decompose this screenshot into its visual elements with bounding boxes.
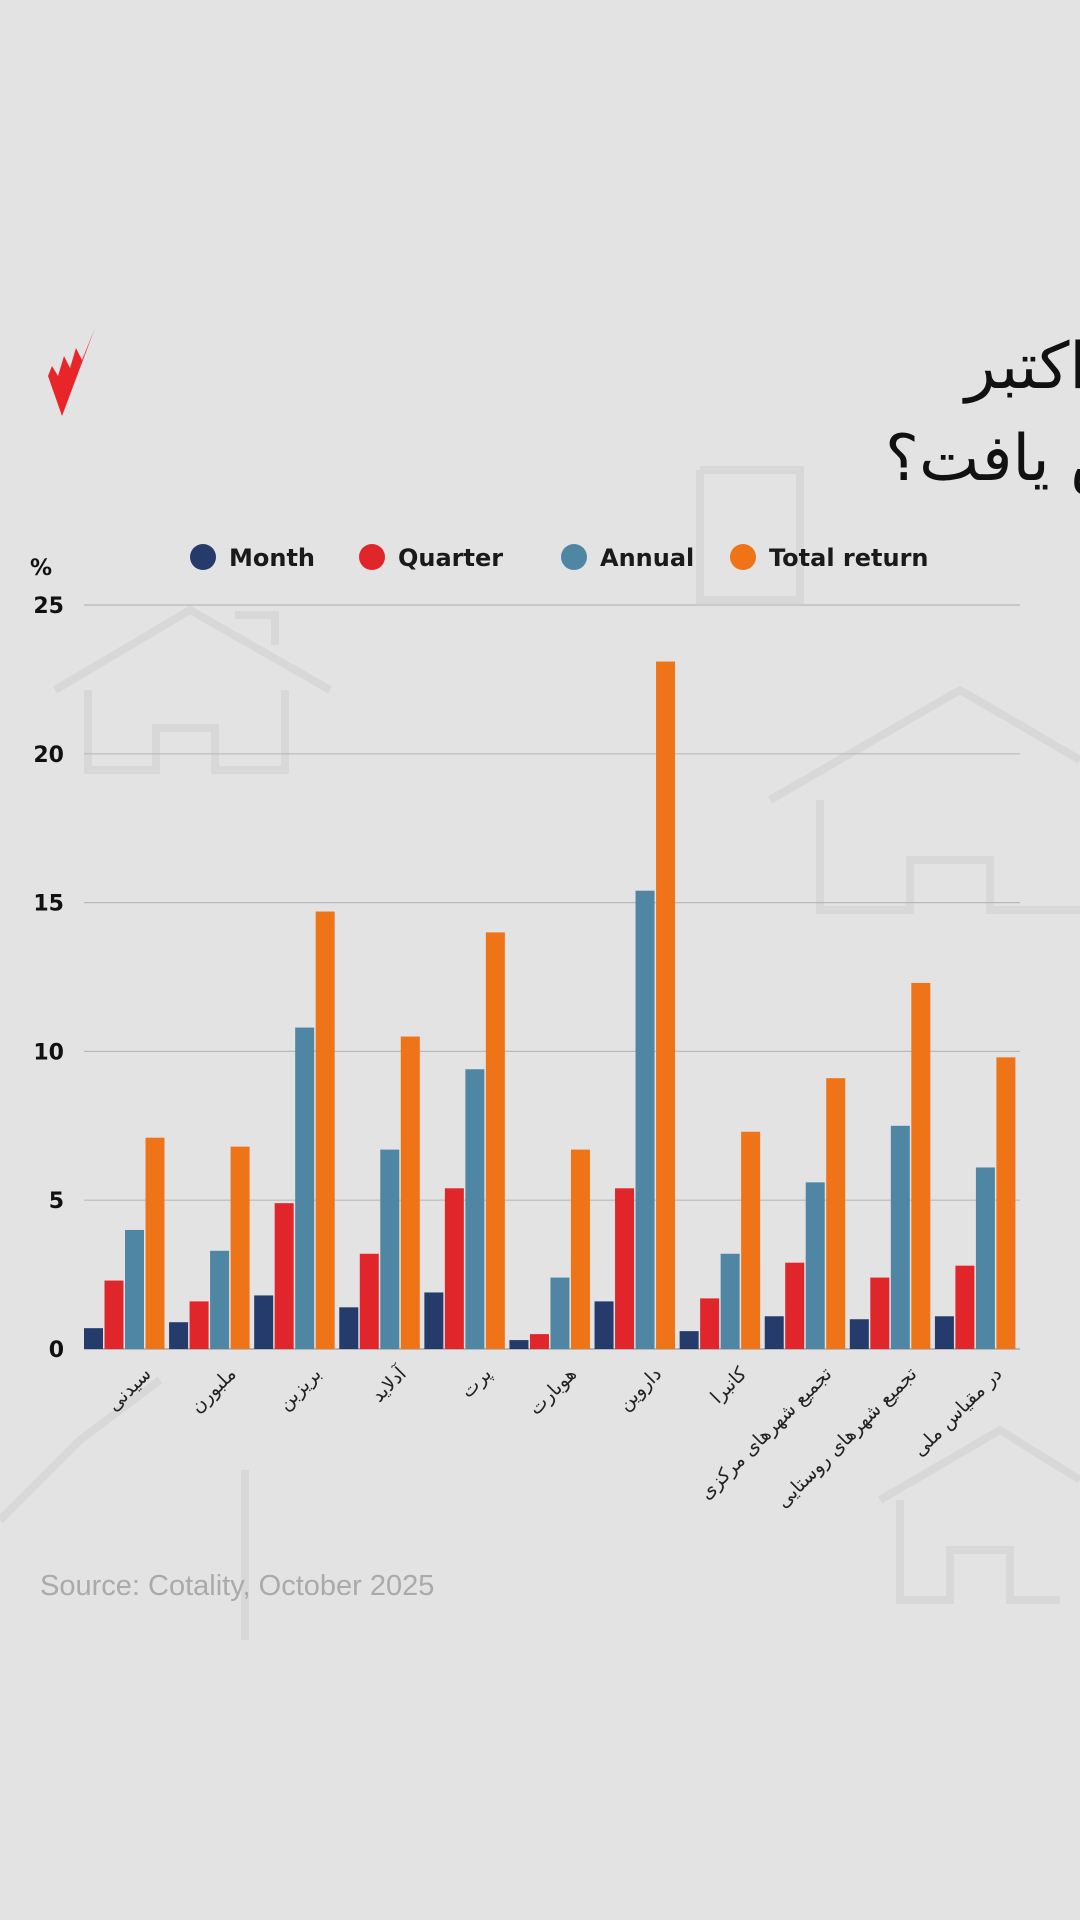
category-labels: سیدنی ملبورن بریزبن آدلاید پرت هوبارت داروین کا… xyxy=(103,1361,1007,1512)
title-line-1: قیمت مسکن در ماه اکتبر xyxy=(962,330,1080,404)
bar-quarter xyxy=(444,1188,464,1349)
legend-swatch xyxy=(190,544,216,570)
category-label: ملبورن xyxy=(186,1363,241,1418)
y-axis-unit: % xyxy=(30,556,52,581)
bar-annual xyxy=(295,1027,315,1349)
bar-quarter xyxy=(870,1277,890,1349)
legend-item: Total return xyxy=(730,544,929,572)
legend-item: Quarter xyxy=(359,544,503,572)
bar-month xyxy=(594,1301,614,1349)
category-label: داروین xyxy=(614,1363,666,1415)
bar-quarter xyxy=(785,1262,805,1349)
bar-total-return xyxy=(485,932,505,1349)
bar-total-return xyxy=(911,982,931,1349)
category-label: در مقیاس ملی xyxy=(908,1363,1006,1461)
bar-quarter xyxy=(274,1203,294,1349)
bar-total-return xyxy=(400,1036,420,1349)
y-tick-label: 15 xyxy=(33,892,64,917)
bar-total-return xyxy=(826,1078,846,1349)
bar-month xyxy=(424,1292,444,1349)
bar-total-return xyxy=(145,1137,165,1349)
background-house-icons xyxy=(0,466,1080,1640)
legend: Month Quarter Annual Total return xyxy=(190,544,929,572)
category-label: پرت xyxy=(457,1363,496,1402)
bar-quarter xyxy=(104,1280,124,1349)
legend-label: Annual xyxy=(600,544,694,572)
category-label: آدلاید xyxy=(366,1361,412,1407)
legend-item: Month xyxy=(190,544,315,572)
bar-month xyxy=(339,1307,359,1349)
y-tick-label: 0 xyxy=(49,1338,64,1363)
title-line-2: چقدر افزایش یافت؟ xyxy=(885,422,1080,496)
bar-annual xyxy=(720,1253,740,1349)
legend-label: Total return xyxy=(769,544,929,572)
bar-annual xyxy=(805,1182,825,1349)
y-tick-label: 10 xyxy=(33,1040,64,1065)
bar-annual xyxy=(465,1069,485,1349)
bar-total-return xyxy=(656,661,676,1349)
bar-month xyxy=(169,1322,189,1349)
category-label: بریزبن xyxy=(274,1363,326,1415)
legend-item: Annual xyxy=(561,544,694,572)
bar-month xyxy=(84,1328,103,1349)
bar-month xyxy=(849,1319,869,1349)
y-tick-labels: 0 5 10 15 20 25 xyxy=(33,594,64,1363)
y-tick-label: 5 xyxy=(49,1189,64,1214)
bar-quarter xyxy=(700,1298,720,1349)
legend-swatch xyxy=(730,544,756,570)
bar-quarter xyxy=(529,1334,549,1349)
bars xyxy=(84,661,1016,1349)
bar-quarter xyxy=(189,1301,209,1349)
bar-annual xyxy=(550,1277,570,1349)
legend-swatch xyxy=(561,544,587,570)
bar-annual xyxy=(635,890,655,1349)
bar-annual xyxy=(210,1250,230,1349)
bar-month xyxy=(934,1316,954,1349)
bar-month xyxy=(509,1340,529,1349)
bar-quarter xyxy=(955,1265,975,1349)
legend-label: Quarter xyxy=(398,544,503,572)
y-tick-label: 25 xyxy=(33,594,64,619)
bar-month xyxy=(764,1316,784,1349)
bar-annual xyxy=(890,1125,910,1349)
bar-quarter xyxy=(615,1188,635,1349)
sbs-logo-icon xyxy=(48,328,95,416)
bar-total-return xyxy=(570,1149,590,1349)
bar-annual xyxy=(975,1167,995,1349)
bar-quarter xyxy=(359,1253,379,1349)
legend-swatch xyxy=(359,544,385,570)
source-note: Source: Cotality, October 2025 xyxy=(40,1570,434,1602)
bar-total-return xyxy=(230,1146,250,1349)
bar-total-return xyxy=(315,911,335,1349)
bar-total-return xyxy=(741,1131,761,1349)
legend-label: Month xyxy=(229,544,315,572)
gridlines xyxy=(84,604,1020,1350)
bar-annual xyxy=(380,1149,400,1349)
y-tick-label: 20 xyxy=(33,743,64,768)
bar-annual xyxy=(125,1229,144,1349)
bar-month xyxy=(254,1295,274,1349)
category-label: کانبرا xyxy=(706,1362,752,1408)
bar-total-return xyxy=(996,1057,1016,1349)
bar-month xyxy=(679,1331,699,1349)
category-label: هوبارت xyxy=(524,1363,581,1420)
